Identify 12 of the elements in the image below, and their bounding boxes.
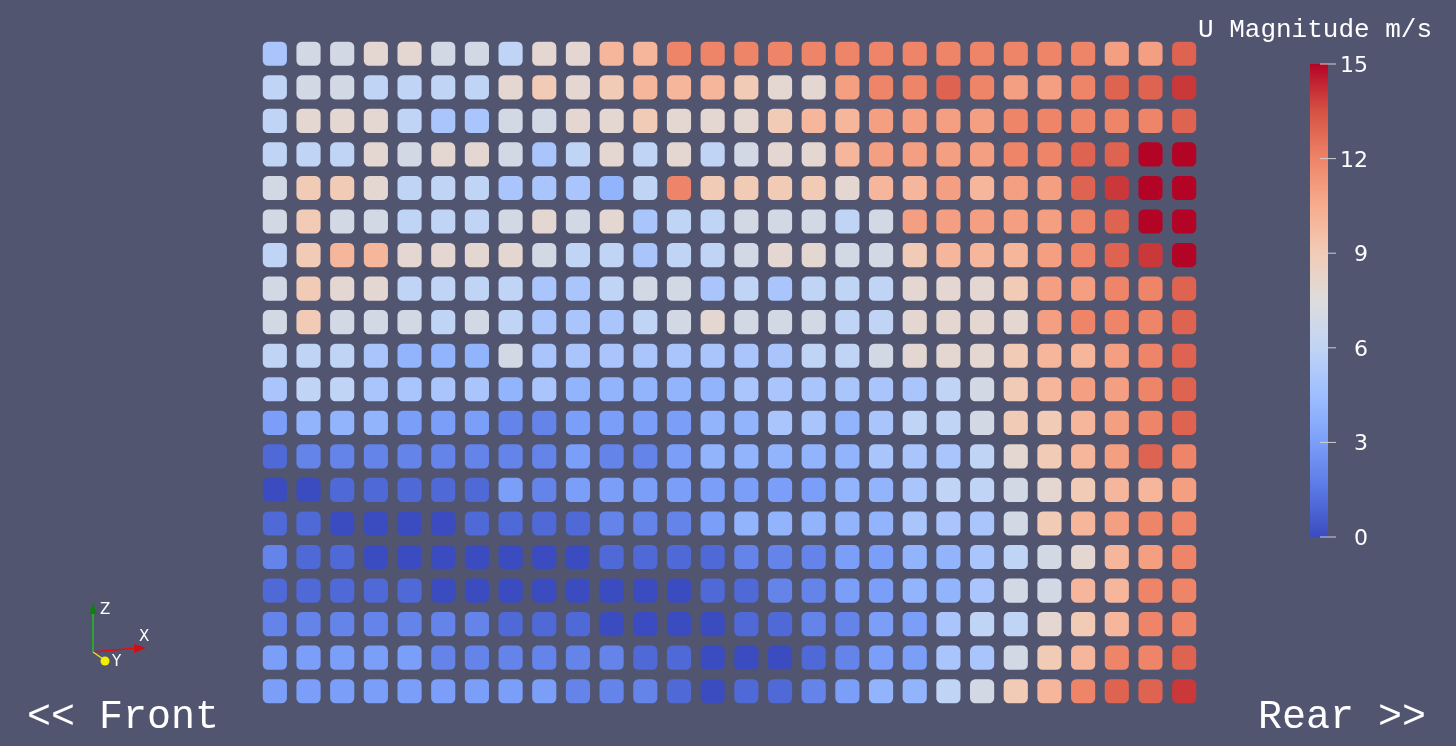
text: Rear >> bbox=[1257, 695, 1426, 740]
text: Y bbox=[111, 652, 122, 670]
color-bar-label: 9 bbox=[1354, 241, 1368, 267]
color-bar-label: 6 bbox=[1354, 335, 1368, 361]
color-bar-label: 3 bbox=[1354, 430, 1368, 456]
color-bar-label: 0 bbox=[1354, 524, 1368, 550]
text: Z bbox=[100, 600, 111, 618]
color-bar-title: U Magnitude m/s bbox=[1198, 15, 1433, 45]
text: << Front bbox=[27, 695, 220, 740]
color-bar-label: 12 bbox=[1340, 146, 1368, 172]
color-bar-label: 15 bbox=[1340, 51, 1368, 77]
text: X bbox=[139, 627, 150, 645]
